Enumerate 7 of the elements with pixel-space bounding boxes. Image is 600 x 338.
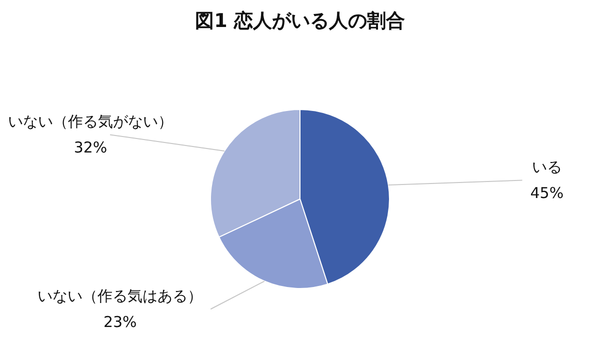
data-label: 23% bbox=[103, 313, 137, 332]
chart-title: 図1 恋人がいる人の割合 bbox=[194, 9, 406, 34]
data-label: 32% bbox=[74, 138, 108, 157]
slice-label: いない（作る気はある） bbox=[38, 287, 203, 306]
slice-label: いる bbox=[532, 158, 562, 176]
slice-label: いない（作る気がない） bbox=[8, 112, 173, 131]
data-label: 45% bbox=[530, 184, 564, 202]
